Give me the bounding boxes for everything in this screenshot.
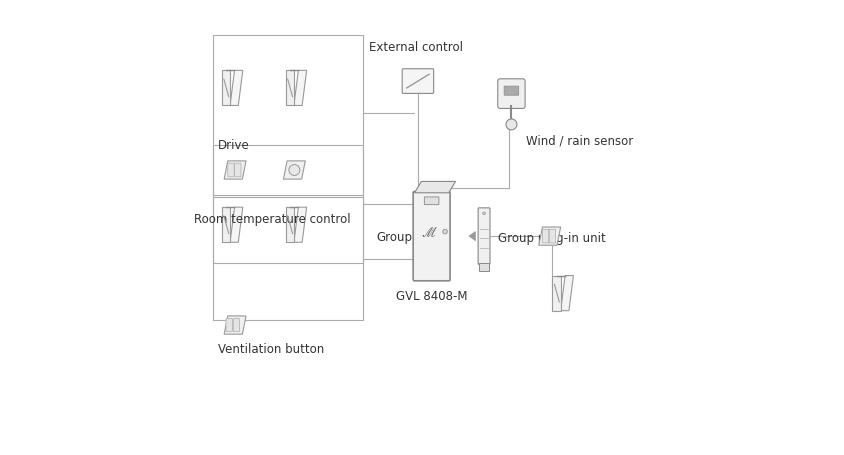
FancyBboxPatch shape [233, 319, 240, 332]
Text: Room temperature control: Room temperature control [193, 213, 350, 226]
Polygon shape [221, 71, 230, 106]
Polygon shape [560, 276, 573, 311]
Circle shape [506, 120, 517, 131]
Text: External control: External control [368, 40, 463, 54]
Circle shape [482, 212, 484, 215]
Polygon shape [285, 208, 294, 243]
FancyBboxPatch shape [497, 80, 524, 109]
Polygon shape [294, 71, 306, 106]
FancyBboxPatch shape [235, 164, 241, 177]
FancyBboxPatch shape [542, 230, 548, 243]
Polygon shape [283, 162, 305, 180]
Text: Ventilation button: Ventilation button [218, 342, 324, 355]
Text: Drive: Drive [218, 139, 250, 152]
FancyBboxPatch shape [225, 319, 232, 332]
Text: Group: Group [376, 230, 412, 243]
Circle shape [289, 165, 300, 176]
Polygon shape [221, 208, 230, 243]
Polygon shape [230, 71, 242, 106]
Polygon shape [538, 228, 560, 246]
Polygon shape [294, 208, 306, 243]
Text: $\mathscr{M}$: $\mathscr{M}$ [420, 225, 437, 239]
FancyBboxPatch shape [504, 87, 518, 96]
FancyBboxPatch shape [424, 197, 438, 205]
Text: Wind / rain sensor: Wind / rain sensor [525, 134, 632, 147]
Polygon shape [224, 162, 246, 180]
FancyBboxPatch shape [228, 164, 234, 177]
Circle shape [442, 230, 446, 234]
Polygon shape [414, 182, 455, 193]
Text: Group plug-in unit: Group plug-in unit [497, 231, 605, 244]
FancyBboxPatch shape [479, 263, 488, 271]
FancyBboxPatch shape [549, 230, 555, 243]
FancyBboxPatch shape [478, 208, 490, 265]
Polygon shape [468, 232, 475, 241]
Polygon shape [230, 208, 242, 243]
Text: GVL 8408-M: GVL 8408-M [395, 289, 467, 302]
FancyBboxPatch shape [413, 192, 450, 281]
Polygon shape [285, 71, 294, 106]
FancyBboxPatch shape [402, 70, 433, 94]
Polygon shape [552, 276, 560, 311]
Polygon shape [224, 316, 246, 334]
